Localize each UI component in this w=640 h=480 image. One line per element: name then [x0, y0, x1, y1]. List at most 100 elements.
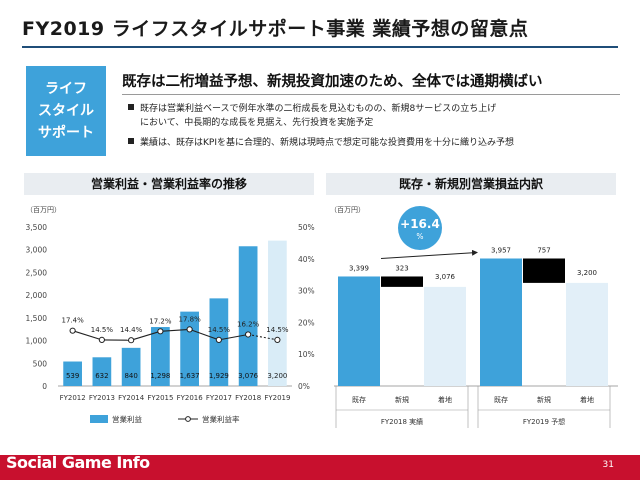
- x-axis-tick-label: FY2018: [235, 394, 261, 402]
- margin-point-label: 17.2%: [149, 317, 172, 325]
- profit-bar: [92, 357, 112, 386]
- x-axis-tick-label: FY2013: [89, 394, 115, 402]
- growth-arrow: [380, 249, 478, 259]
- slide-title: FY2019 ライフスタイルサポート事業 業績予想の留意点: [22, 18, 529, 40]
- margin-line-segment: [218, 333, 249, 341]
- y2-axis-tick-label: 30%: [298, 287, 315, 296]
- profit-bar: [121, 347, 141, 386]
- y-axis-tick-label: 2,500: [26, 268, 48, 277]
- category-label: 既存: [494, 395, 508, 404]
- legend-line-marker: [185, 416, 191, 422]
- result-bar: [424, 286, 466, 386]
- left-unit-label: （百万円）: [26, 206, 61, 214]
- margin-line-segment: [248, 333, 278, 341]
- y-axis-tick-label: 3,500: [26, 223, 48, 232]
- profit-bar-value: 1,637: [180, 372, 200, 380]
- bullet-1-line-1: 既存は営業利益ベースで例年水準の二桁成長を見込むものの、新規8サービスの立ち上げ: [140, 104, 497, 114]
- profit-bar-value: 1,929: [209, 372, 229, 380]
- bullet-2-line-1: 業績は、既存はKPIを基に合理的、新規は現時点で想定可能な投資費用を十分に織り込…: [140, 138, 514, 148]
- bullet-1-line-2: において、中長期的な成長を見据え、先行投資を実施予定: [140, 118, 374, 128]
- margin-point: [157, 328, 164, 335]
- segment-label-line-1: ライフ: [45, 81, 87, 97]
- x-axis-tick-label: FY2014: [118, 394, 145, 402]
- margin-point-label: 14.5%: [208, 326, 231, 334]
- existing-bar: [338, 276, 380, 386]
- margin-point-label: 14.5%: [91, 326, 114, 334]
- margin-point: [186, 326, 193, 333]
- margin-line-segment: [130, 330, 161, 341]
- bullet-marker: [128, 138, 134, 144]
- group-label: FY2018 実績: [381, 417, 423, 426]
- operating-profit-chart: 0 500 1,000 1,500 2,000 2,500 3,000 3,500 0% 10% 2…: [26, 223, 315, 424]
- category-label: 着地: [438, 395, 452, 404]
- segment-box: ライフ スタイル サポート: [26, 66, 106, 156]
- title-rule: [22, 46, 618, 48]
- new-investment-bar: [523, 258, 565, 283]
- x-axis-tick-label: FY2015: [147, 394, 173, 402]
- x-axis-tick-label: FY2016: [177, 394, 204, 402]
- y-axis-tick-label: 500: [33, 359, 48, 368]
- profit-bar-value: 3,076: [238, 372, 259, 380]
- margin-point: [245, 331, 252, 338]
- x-axis-tick-label: FY2012: [60, 394, 86, 402]
- category-label: 新規: [395, 395, 409, 404]
- y2-axis-tick-label: 0%: [298, 382, 310, 391]
- legend-line-label: 営業利益率: [202, 414, 240, 424]
- margin-point: [128, 337, 135, 344]
- y-axis-tick-label: 2,000: [26, 291, 48, 300]
- y2-axis-tick-label: 10%: [298, 350, 315, 359]
- category-label: 新規: [537, 395, 551, 404]
- bullet-2: 業績は、既存はKPIを基に合理的、新規は現時点で想定可能な投資費用を十分に織り込…: [128, 136, 618, 150]
- margin-point: [98, 336, 105, 343]
- category-label: 既存: [352, 395, 366, 404]
- growth-badge: [398, 206, 442, 250]
- y2-axis-tick-label: 20%: [298, 318, 315, 327]
- y-axis-tick-label: 1,500: [26, 314, 48, 323]
- y-axis-tick-label: 3,000: [26, 246, 48, 255]
- right-unit-label: （百万円）: [330, 206, 365, 214]
- y-axis-tick-label: 0: [42, 382, 47, 391]
- margin-point-label: 17.4%: [62, 317, 85, 325]
- profit-bar-value: 3,200: [267, 372, 287, 380]
- margin-point: [69, 327, 76, 334]
- margin-line-segment: [189, 328, 220, 341]
- growth-unit: %: [416, 232, 423, 241]
- right-panel-title: 既存・新規別営業損益内訳: [326, 173, 616, 195]
- margin-point-label: 14.5%: [266, 326, 289, 334]
- margin-point: [215, 336, 222, 343]
- margin-point-label: 16.2%: [237, 320, 260, 328]
- bullet-1: 既存は営業利益ベースで例年水準の二桁成長を見込むものの、新規8サービスの立ち上げ…: [128, 102, 618, 130]
- bullet-marker: [128, 104, 134, 110]
- profit-bar: [268, 240, 287, 386]
- margin-point-label: 17.8%: [179, 315, 202, 323]
- new-investment-value: 323: [395, 264, 408, 272]
- profit-bar: [63, 361, 82, 386]
- margin-line-segment: [72, 330, 103, 341]
- profit-bar-value: 840: [124, 372, 137, 380]
- result-bar-value: 3,200: [577, 269, 597, 277]
- footer-bar: [0, 455, 640, 480]
- profit-bar-value: 632: [95, 372, 108, 380]
- x-axis-tick-label: FY2017: [206, 394, 232, 402]
- page-number: 31: [602, 460, 614, 470]
- legend-bar-swatch: [90, 415, 108, 423]
- footer-logo: Social Game Info: [6, 453, 150, 472]
- profit-bar: [238, 246, 258, 386]
- y-axis-tick-label: 1,000: [26, 337, 48, 346]
- profit-breakdown-chart: 3,399 323 3,076 既存 新規 着地 FY2018 実績 3,957 757 3,20…: [334, 206, 618, 428]
- profit-bar-value: 1,298: [150, 372, 170, 380]
- result-bar: [566, 282, 608, 386]
- margin-line-segment: [160, 328, 190, 332]
- category-label: 着地: [580, 395, 594, 404]
- summary-headline: 既存は二桁増益予想、新規投資加速のため、全体では通期横ばい: [122, 74, 543, 90]
- segment-label-line-3: サポート: [38, 125, 94, 141]
- summary-divider: [122, 94, 620, 95]
- margin-point: [274, 336, 281, 343]
- new-investment-value: 757: [537, 246, 550, 254]
- profit-bar: [151, 327, 170, 386]
- existing-bar: [480, 258, 522, 386]
- existing-bar-value: 3,399: [349, 264, 369, 272]
- existing-bar-value: 3,957: [491, 246, 511, 254]
- legend-bar-label: 営業利益: [112, 414, 142, 424]
- y2-axis-tick-label: 40%: [298, 255, 315, 264]
